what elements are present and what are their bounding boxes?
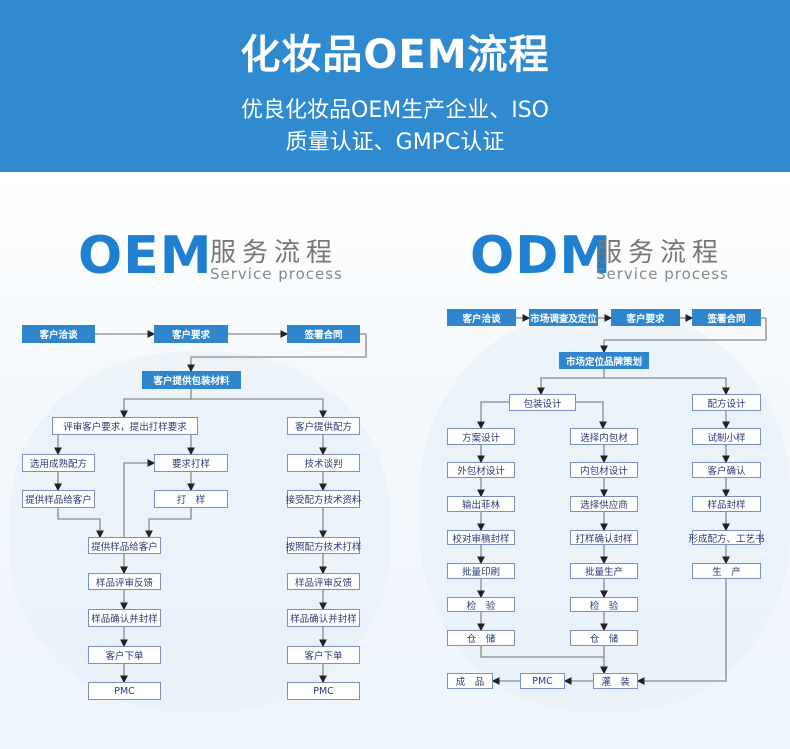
odm-step-pmc: PMC — [520, 673, 565, 689]
odm-step-c1: 试制小样 — [692, 428, 761, 445]
odm-step-t3: 客户要求 — [611, 309, 680, 326]
odm-step-b3: 选择供应商 — [570, 496, 638, 512]
oem-step-t1: 客户洽谈 — [22, 325, 95, 343]
connector-arrow — [480, 646, 604, 658]
odm-step-a6: 检 验 — [447, 597, 515, 612]
odm-step-fill: 灌 装 — [593, 673, 638, 689]
odm-step-b5: 批量生产 — [570, 563, 638, 579]
odm-step-c4: 形成配方、工艺书 — [689, 530, 765, 545]
connector-arrow — [145, 508, 192, 539]
oem-step-c3: 样品确认并封样 — [88, 609, 161, 627]
odm-heading-en: Service process — [596, 265, 729, 283]
odm-step-c3: 样品封样 — [692, 496, 761, 512]
odm-step-b2: 内包材设计 — [570, 462, 638, 478]
odm-heading-cn: 服务流程 — [596, 238, 725, 268]
oem-step-provide1: 提供样品给客户 — [22, 490, 95, 508]
odm-step-c5: 生 产 — [692, 563, 761, 579]
odm-step-b1: 选择内包材 — [570, 428, 638, 445]
connector-arrow — [477, 401, 509, 430]
odm-step-a3: 输出菲林 — [447, 496, 515, 512]
odm-step-b6: 检 验 — [570, 597, 638, 612]
oem-step-sample: 打 样 — [154, 490, 228, 508]
oem-step-pack: 客户提供包装材料 — [142, 371, 241, 389]
odm-step-t2: 市场调查及定位 — [529, 309, 598, 326]
oem-step-r5: PMC — [287, 682, 360, 700]
oem-step-c1: 提供样品给客户 — [88, 537, 161, 554]
oem-step-c5: PMC — [88, 682, 161, 700]
odm-step-b7: 仓 储 — [570, 630, 638, 646]
oem-step-r4: 客户下单 — [287, 646, 360, 664]
odm-step-packd: 包装设计 — [509, 394, 576, 411]
oem-heading: OEM — [78, 226, 213, 286]
connector-arrow — [636, 579, 727, 685]
odm-step-c2: 客户确认 — [692, 462, 761, 478]
connector-arrow — [123, 459, 156, 537]
oem-heading-en: Service process — [210, 265, 343, 283]
oem-step-r2: 样品评审反馈 — [287, 573, 360, 590]
subtitle-line-1: 优良化妆品OEM生产企业、ISO — [241, 98, 549, 123]
connector-arrow — [604, 377, 730, 396]
odm-step-t4: 签署合同 — [692, 309, 761, 326]
oem-step-accept: 接受配方技术资料 — [286, 490, 362, 508]
header-banner: 化妆品OEM流程 优良化妆品OEM生产企业、ISO 质量认证、GMPC认证 — [0, 0, 790, 172]
odm-step-a1: 方案设计 — [447, 428, 515, 445]
connector-arrow — [537, 369, 605, 396]
connector-arrow — [191, 398, 327, 419]
odm-step-a5: 批量印刷 — [447, 563, 515, 579]
odm-step-a2: 外包材设计 — [447, 462, 515, 478]
oem-step-c2: 样品评审反馈 — [88, 573, 161, 590]
connector-arrow — [576, 401, 607, 430]
oem-step-r3: 样品确认并封样 — [287, 609, 360, 627]
connector-arrow — [600, 317, 767, 354]
oem-step-review: 评审客户要求，提出打样要求 — [52, 417, 198, 435]
oem-step-tech: 技术谈判 — [287, 454, 360, 472]
odm-step-brand: 市场定位品牌策划 — [559, 352, 649, 369]
odm-step-formd: 配方设计 — [692, 394, 761, 411]
oem-step-c4: 客户下单 — [88, 646, 161, 664]
connector-arrow — [57, 508, 104, 539]
odm-step-done: 成 品 — [447, 673, 493, 689]
oem-step-r1: 按照配方技术打样 — [286, 537, 362, 554]
subtitle-line-2: 质量认证、GMPC认证 — [285, 130, 505, 155]
oem-step-t3: 签署合同 — [287, 325, 360, 343]
oem-step-mature: 选用成熟配方 — [22, 454, 95, 472]
oem-heading-cn: 服务流程 — [210, 238, 339, 268]
odm-step-a7: 仓 储 — [447, 630, 515, 646]
oem-step-formula: 客户提供配方 — [287, 417, 360, 435]
connector-arrow — [187, 333, 367, 373]
page-title: 化妆品OEM流程 — [240, 32, 550, 78]
odm-step-a4: 校对审稿封样 — [447, 530, 515, 545]
connector-arrow — [120, 389, 192, 419]
oem-step-t2: 客户要求 — [154, 325, 228, 343]
odm-step-b4: 打样确认封样 — [570, 530, 638, 545]
oem-step-req: 要求打样 — [154, 454, 228, 472]
odm-step-t1: 客户洽谈 — [447, 309, 516, 326]
odm-heading: ODM — [470, 226, 613, 286]
